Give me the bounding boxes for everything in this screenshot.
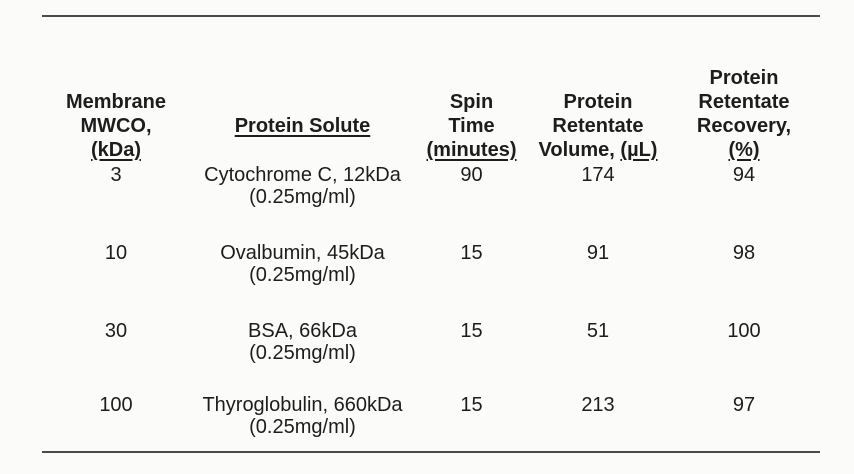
solute-concentration: (0.25mg/ml)	[249, 186, 356, 208]
cell-solute: Cytochrome C, 12kDa (0.25mg/ml)	[190, 164, 415, 242]
table-row: 100 Thyroglobulin, 660kDa (0.25mg/ml) 15…	[42, 394, 820, 452]
header-line: Protein Solute	[190, 114, 415, 138]
header-line: Time	[448, 115, 495, 137]
cell-retentate-volume: 91	[586, 242, 610, 264]
solute-concentration: (0.25mg/ml)	[249, 264, 356, 286]
cell-recovery: 94	[732, 164, 756, 186]
cell-mwco: 30	[104, 320, 128, 342]
solute-name: BSA, 66kDa	[248, 320, 357, 342]
cell-solute: Ovalbumin, 45kDa (0.25mg/ml)	[190, 242, 415, 320]
header-unit-underlined: (µL)	[620, 139, 658, 161]
header-line: MWCO,	[80, 115, 152, 137]
cell-mwco: 100	[99, 394, 133, 416]
solute-name: Thyroglobulin, 660kDa	[202, 394, 403, 416]
solute-concentration: (0.25mg/ml)	[249, 342, 356, 364]
header-underlined: Protein Solute	[234, 115, 371, 137]
cell-recovery: 98	[732, 242, 756, 264]
col-header-membrane-mwco: Membrane MWCO, (kDa)	[42, 16, 190, 164]
col-header-retentate-volume: Protein Retentate Volume, (µL)	[528, 16, 668, 164]
table-row: 10 Ovalbumin, 45kDa (0.25mg/ml) 15 91 98	[42, 242, 820, 320]
cell-spin-time: 15	[460, 242, 483, 264]
solute-name: Cytochrome C, 12kDa	[204, 164, 401, 186]
col-header-protein-solute: Protein Solute	[190, 16, 415, 164]
solute-concentration: (0.25mg/ml)	[249, 416, 356, 438]
cell-mwco: 3	[110, 164, 122, 186]
header-spacer	[190, 138, 415, 162]
header-row: Membrane MWCO, (kDa) Protein Solute Spin…	[42, 16, 820, 164]
cell-solute: BSA, 66kDa (0.25mg/ml)	[190, 320, 415, 394]
cell-retentate-volume: 51	[586, 320, 610, 342]
header-line: Retentate	[698, 91, 790, 113]
header-line: Retentate	[552, 115, 644, 137]
cell-spin-time: 90	[460, 164, 483, 186]
header-line: (%)	[668, 138, 820, 162]
header-line: Membrane	[65, 91, 167, 113]
header-line: (minutes)	[415, 138, 528, 162]
table-row: 30 BSA, 66kDa (0.25mg/ml) 15 51 100	[42, 320, 820, 394]
header-unit-underlined: (minutes)	[426, 139, 517, 161]
cell-retentate-volume: 213	[581, 394, 615, 416]
cell-recovery: 97	[732, 394, 756, 416]
protein-retentate-table: Membrane MWCO, (kDa) Protein Solute Spin…	[42, 15, 820, 453]
header-unit-prefix: Volume,	[538, 139, 621, 161]
header-line: (kDa)	[42, 138, 190, 162]
col-header-spin-time: Spin Time (minutes)	[415, 16, 528, 164]
cell-spin-time: 15	[460, 320, 483, 342]
table-row: 3 Cytochrome C, 12kDa (0.25mg/ml) 90 174…	[42, 164, 820, 242]
col-header-retentate-recovery: Protein Retentate Recovery, (%)	[668, 16, 820, 164]
header-line: Recovery,	[696, 115, 792, 137]
header-line: Volume, (µL)	[528, 138, 668, 162]
cell-spin-time: 15	[460, 394, 483, 416]
cell-recovery: 100	[727, 320, 761, 342]
cell-mwco: 10	[104, 242, 128, 264]
cell-solute: Thyroglobulin, 660kDa (0.25mg/ml)	[190, 394, 415, 452]
solute-name: Ovalbumin, 45kDa	[220, 242, 385, 264]
header-line: Protein	[563, 91, 633, 113]
header-line: Protein	[709, 67, 779, 89]
header-unit-underlined: (%)	[728, 139, 760, 161]
header-unit-underlined: (kDa)	[90, 139, 141, 161]
header-line: Spin	[449, 91, 494, 113]
cell-retentate-volume: 174	[581, 164, 615, 186]
